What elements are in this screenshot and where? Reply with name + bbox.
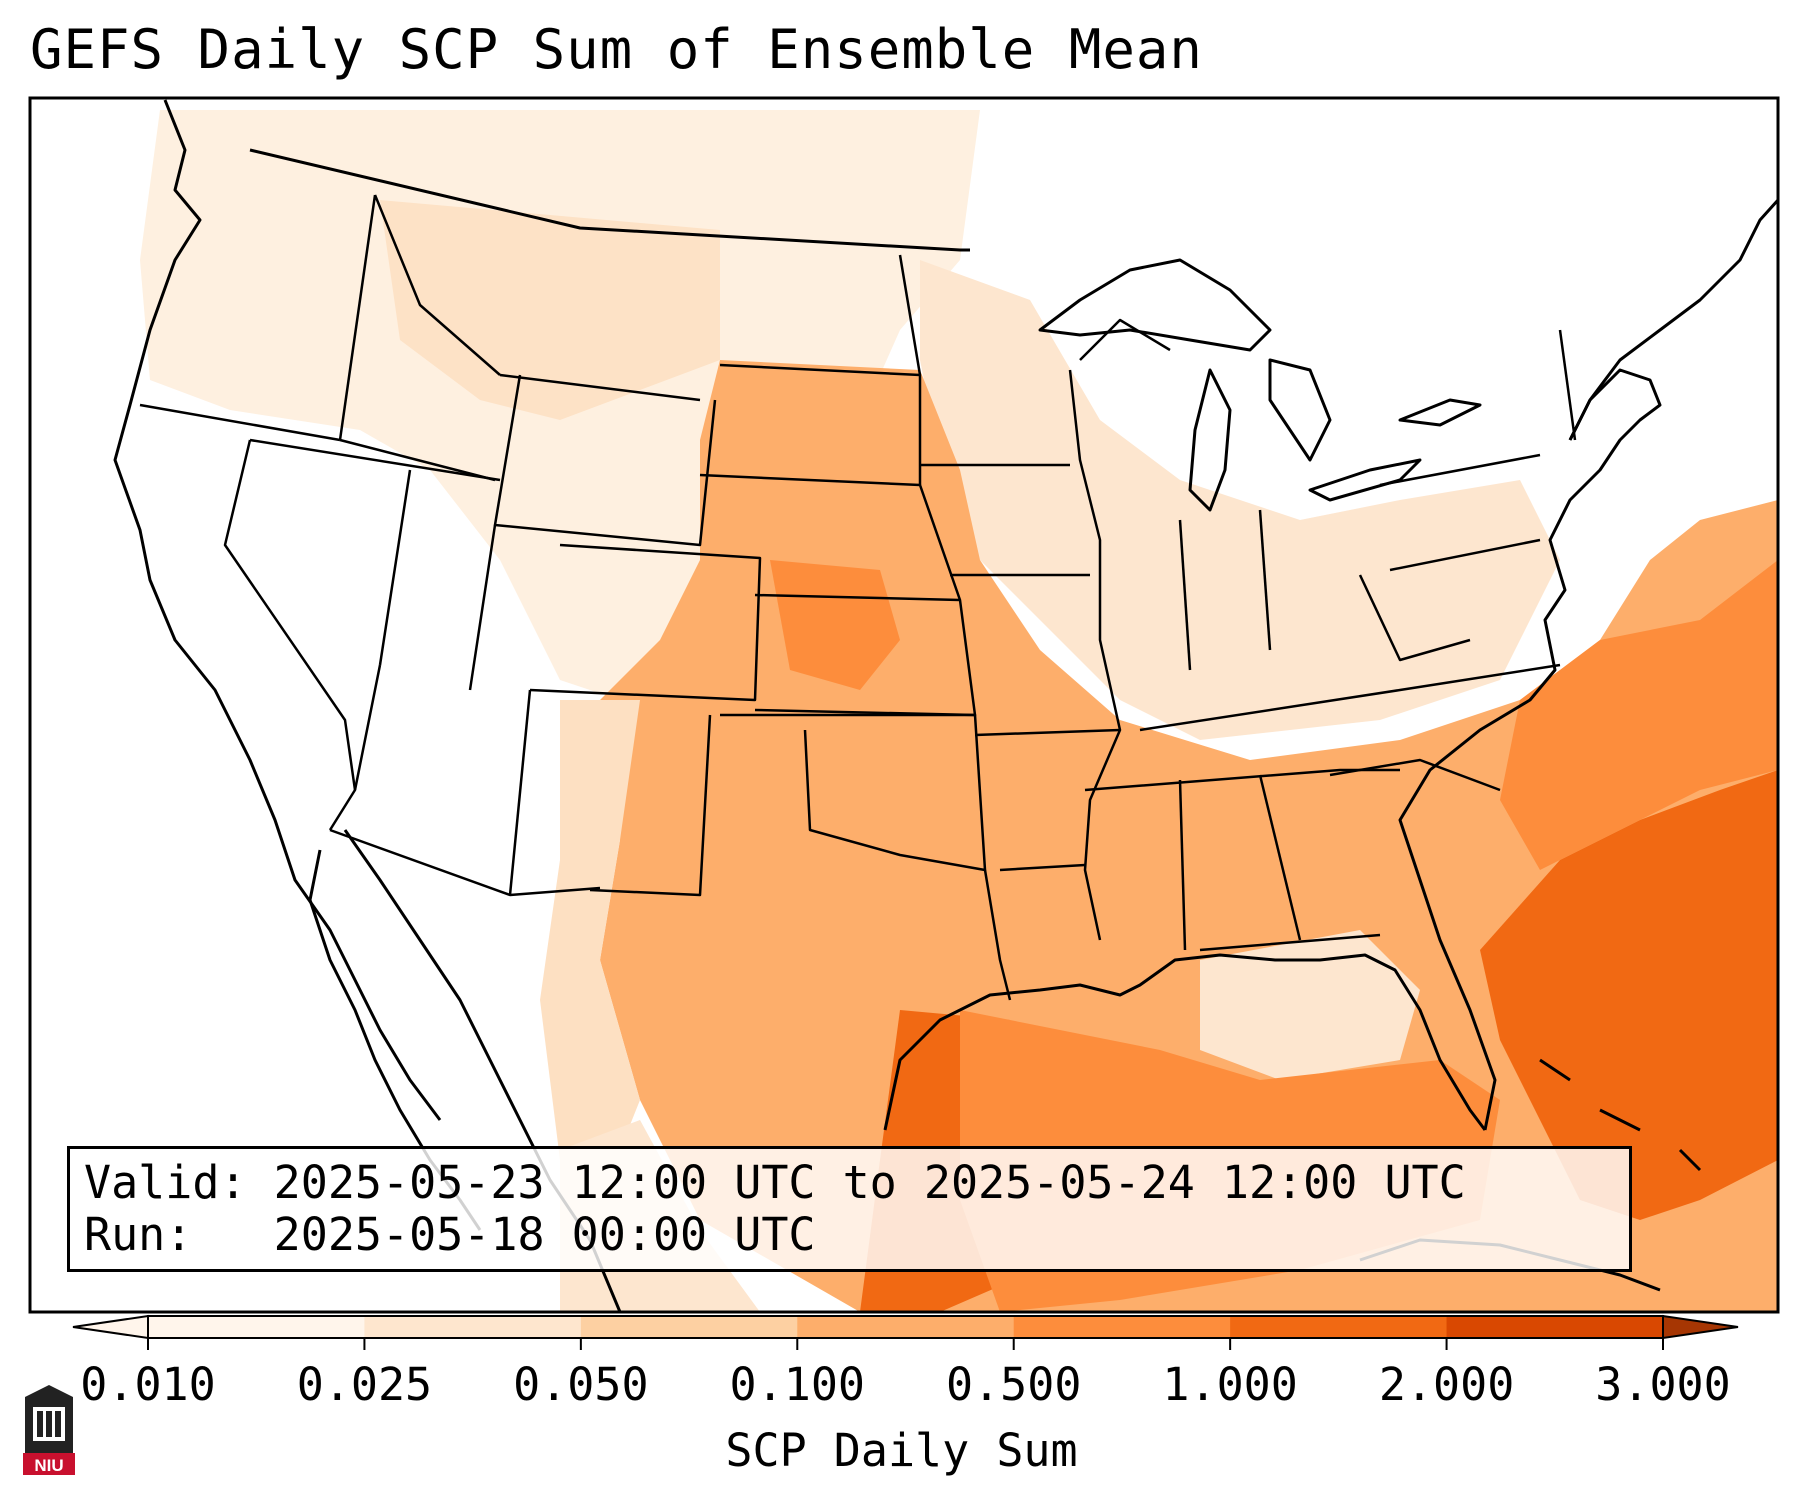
colorbar-tick-label: 2.000: [1378, 1358, 1515, 1411]
lake-michigan: [1188, 368, 1232, 512]
scp-region-elevated-kansas: [770, 560, 900, 690]
colorbar-segment: [797, 1316, 1015, 1338]
border-mt-wy-north: [499, 373, 701, 402]
coastline-northeast: [1568, 198, 1778, 441]
border-nv-ca: [223, 439, 357, 791]
valid-value: 2025-05-23 12:00 UTC to 2025-05-24 12:00…: [273, 1156, 1466, 1209]
border-wy: [493, 374, 717, 547]
border-sc-nc: [1329, 758, 1501, 792]
border-wa-or: [139, 403, 341, 442]
border-ok: [720, 713, 987, 872]
run-label: Run:: [84, 1208, 193, 1261]
scp-region-low-southwest-edge: [540, 700, 640, 1200]
colorbar: [72, 1314, 1739, 1350]
colorbar-extend-high: [1662, 1314, 1739, 1340]
border-az-south: [329, 828, 601, 897]
colorbar-segment: [1230, 1316, 1448, 1338]
border-dakotas-mn: [898, 254, 922, 485]
border-wi-mi: [1079, 318, 1171, 361]
coastline-gulf: [883, 953, 1487, 1131]
colorbar-tick-label: 0.010: [80, 1358, 216, 1411]
border-ut-co: [468, 524, 497, 691]
border-al-ga: [1258, 774, 1302, 941]
coastline-atlantic: [1398, 368, 1662, 1131]
colorbar-tick-label: 0.100: [729, 1358, 866, 1411]
valid-run-infobox: Valid: 2025-05-23 12:00 UTC to 2025-05-2…: [67, 1146, 1632, 1272]
border-co: [529, 543, 762, 702]
colorbar-segment: [148, 1316, 365, 1338]
lake-superior: [1038, 258, 1272, 352]
border-or-id: [339, 438, 496, 482]
lake-ontario: [1398, 398, 1482, 427]
border-mo-ar: [974, 728, 1121, 737]
colorbar-tick-label: 0.500: [945, 1358, 1082, 1411]
map-frame: [28, 96, 1780, 1314]
border-pa-ny: [1379, 453, 1541, 487]
border-id-mt: [373, 194, 501, 376]
border-ga-fl: [1199, 933, 1381, 952]
colorbar-tick-label: 1.000: [1162, 1358, 1298, 1411]
run-value: 2025-05-18 00:00 UTC: [273, 1208, 816, 1261]
colorbar-extend-low: [72, 1314, 149, 1340]
scp-shading: [140, 110, 1778, 1312]
border-nm-tx: [589, 714, 712, 897]
coastline-bahamas: [1539, 1058, 1702, 1172]
valid-label: Valid:: [84, 1156, 247, 1209]
border-ny-new-england: [1558, 329, 1577, 441]
border-pa-south: [1389, 538, 1541, 572]
colorbar-segment: [1446, 1316, 1664, 1338]
colorbar-segment: [580, 1316, 798, 1338]
border-va-wv: [1358, 574, 1471, 662]
border-in-oh: [1258, 509, 1272, 651]
niu-logo: NIU: [23, 1385, 75, 1475]
border-tx-east: [983, 869, 1012, 1001]
border-us-canada: [249, 148, 970, 252]
border-mississippi-river: [1068, 369, 1122, 941]
colorbar-segment: [1013, 1316, 1231, 1338]
border-il-in: [1178, 519, 1192, 671]
scp-region-low-midwest: [920, 260, 1560, 740]
border-id-west: [338, 194, 377, 441]
colorbar-tick-label: 0.050: [513, 1358, 649, 1411]
border-ar-la: [999, 863, 1086, 872]
colorbar-label: SCP Daily Sum: [725, 1424, 1078, 1477]
coastline-west: [113, 99, 442, 1121]
map-title: GEFS Daily SCP Sum of Ensemble Mean: [30, 18, 1203, 81]
lake-huron: [1268, 358, 1332, 462]
colorbar-segment: [364, 1316, 582, 1338]
colorbar-tick-label: 3.000: [1595, 1358, 1731, 1411]
state-borders: [139, 194, 1577, 1001]
scp-region-high-atlantic: [1480, 770, 1778, 1220]
border-ky-tn: [1139, 663, 1561, 732]
logo-text: NIU: [34, 1456, 63, 1475]
border-ca-az: [328, 664, 382, 831]
lake-erie: [1308, 458, 1422, 502]
border-nv-ut: [378, 469, 412, 666]
border-nd-sd: [719, 363, 921, 377]
scp-region-elevated-atlantic: [1500, 560, 1778, 870]
border-tn-south: [1084, 768, 1400, 792]
scp-region-low-northrockies: [380, 200, 720, 420]
border-or-ca-nv: [249, 438, 501, 482]
colorbar-tick-label: 0.025: [296, 1358, 433, 1411]
colorbar-outline: [147, 1315, 1664, 1339]
border-ms-al: [1178, 779, 1187, 951]
scp-region-low-southeast: [1200, 930, 1420, 1080]
border-ks: [754, 593, 977, 717]
border-az-nm: [508, 689, 532, 896]
